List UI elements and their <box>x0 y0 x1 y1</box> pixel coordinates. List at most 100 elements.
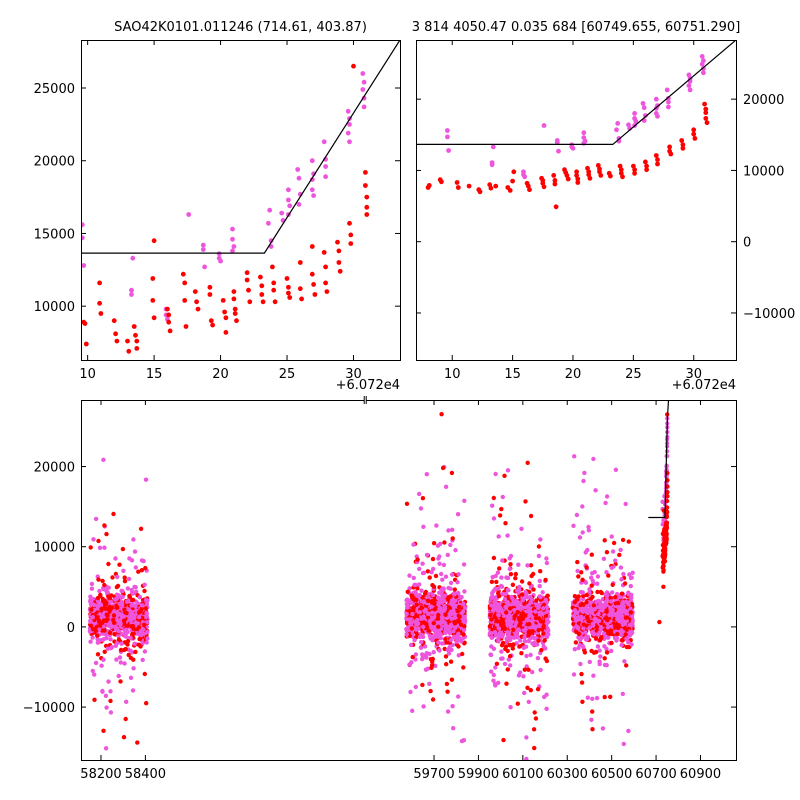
full-lightcurve-point-magenta <box>437 606 442 612</box>
full-lightcurve-point-magenta <box>628 583 633 589</box>
full-lightcurve-point-red <box>593 636 599 641</box>
full-lightcurve-point-red <box>602 656 607 661</box>
full-lightcurve-point-magenta <box>143 477 149 482</box>
full-lightcurve-point-magenta <box>590 571 595 576</box>
full-lightcurve-point-red <box>591 603 597 608</box>
full-lightcurve-point-red <box>588 596 594 601</box>
full-lightcurve-point-red <box>629 601 635 607</box>
zoom-left-point-red <box>182 298 188 303</box>
full-lightcurve-xtick: 60900 <box>680 400 721 782</box>
full-lightcurve-point-red <box>425 615 431 620</box>
full-lightcurve-ytick-label: −10000 <box>23 701 75 716</box>
full-lightcurve-point-magenta <box>450 527 455 532</box>
full-lightcurve-point-red <box>139 606 144 611</box>
zoom-left-point-red <box>260 299 266 305</box>
full-lightcurve-point-red <box>505 667 510 672</box>
full-lightcurve-point-red <box>575 559 580 565</box>
zoom-left-point-magenta <box>286 197 291 203</box>
full-lightcurve-point-magenta <box>417 634 423 640</box>
full-lightcurve-point-magenta <box>514 641 519 646</box>
full-lightcurve-point-magenta <box>463 789 467 793</box>
full-lightcurve-point-magenta <box>622 610 628 615</box>
zoom-right-offset-label: +6.072e4 <box>672 378 736 393</box>
full-lightcurve-point-magenta <box>571 523 576 528</box>
full-lightcurve-point-red <box>125 642 130 647</box>
full-lightcurve-point-magenta <box>140 657 145 663</box>
full-lightcurve-point-magenta <box>446 651 452 656</box>
full-lightcurve-point-red <box>130 631 135 637</box>
full-lightcurve-point-red <box>88 623 94 628</box>
full-lightcurve-point-magenta <box>459 611 464 616</box>
full-lightcurve-point-magenta <box>528 652 533 658</box>
full-lightcurve-point-red <box>504 681 509 686</box>
full-lightcurve-point-red <box>118 647 124 653</box>
full-lightcurve-point-red <box>115 583 121 589</box>
full-lightcurve-point-magenta <box>581 478 586 484</box>
zoom-left-point-magenta <box>231 244 237 249</box>
zoom-right-point-red <box>527 187 532 193</box>
full-lightcurve-point-magenta <box>580 590 585 595</box>
zoom-right-point-red <box>575 176 581 182</box>
full-lightcurve-point-magenta <box>421 524 426 529</box>
full-lightcurve-point-magenta <box>448 622 454 628</box>
full-lightcurve-point-magenta <box>462 589 467 594</box>
full-lightcurve-point-magenta <box>522 639 528 644</box>
zoom-left-point-red <box>165 306 170 312</box>
full-lightcurve-point-magenta <box>508 663 513 668</box>
full-lightcurve-point-magenta <box>434 523 439 528</box>
zoom-right-point-red <box>510 178 515 184</box>
full-lightcurve-point-red <box>115 605 120 610</box>
full-lightcurve-point-red <box>488 613 493 618</box>
full-lightcurve-point-red <box>507 654 513 659</box>
zoom-left-point-magenta <box>230 236 235 242</box>
full-lightcurve-frame <box>81 400 737 761</box>
full-lightcurve-point-magenta <box>512 635 517 640</box>
full-lightcurve-point-red <box>112 631 117 637</box>
full-lightcurve-point-magenta <box>506 630 512 636</box>
full-lightcurve-point-red <box>580 577 585 582</box>
full-lightcurve-point-red <box>95 633 100 638</box>
full-lightcurve-point-red <box>143 565 148 571</box>
zoom-left-point-red <box>286 284 291 290</box>
full-lightcurve-point-magenta <box>412 582 417 588</box>
full-lightcurve-point-magenta <box>461 601 466 606</box>
full-lightcurve-point-red <box>431 541 437 546</box>
full-lightcurve-point-magenta <box>436 602 441 607</box>
full-lightcurve-point-red <box>590 709 595 714</box>
full-lightcurve-point-magenta <box>422 609 427 614</box>
full-lightcurve-xtick: 58400 <box>125 400 166 782</box>
zoom-left-point-red <box>336 260 342 265</box>
full-lightcurve-point-red <box>536 616 542 621</box>
full-lightcurve-point-red <box>665 490 670 495</box>
zoom-left-point-red <box>126 348 132 354</box>
zoom-right-point-magenta <box>615 121 621 126</box>
full-lightcurve-point-red <box>535 687 541 692</box>
zoom-left-point-magenta <box>200 242 206 248</box>
zoom-right-point-red <box>551 173 557 178</box>
full-lightcurve-point-red <box>415 586 420 591</box>
zoom-left-point-red <box>97 280 102 286</box>
full-lightcurve-point-red <box>662 559 668 564</box>
zoom-left-xtick-label: 10 <box>79 367 96 382</box>
full-lightcurve-point-magenta <box>593 488 598 493</box>
full-lightcurve-point-magenta <box>603 500 608 506</box>
full-lightcurve-point-magenta <box>407 586 412 591</box>
full-lightcurve-point-magenta <box>421 704 426 709</box>
full-lightcurve-point-red <box>404 621 410 626</box>
full-lightcurve-point-magenta <box>419 645 424 650</box>
full-lightcurve-point-magenta <box>622 659 627 664</box>
full-lightcurve-point-magenta <box>626 592 631 597</box>
zoom-left-point-red <box>210 322 216 328</box>
zoom-left-point-red <box>97 300 102 306</box>
full-lightcurve-point-magenta <box>604 596 610 602</box>
full-lightcurve-point-magenta <box>505 575 511 581</box>
zoom-left-point-red <box>182 280 188 286</box>
panel-zoom-right: 3 814 4050.47 0.035 684 [60749.655, 6075… <box>412 20 796 393</box>
full-lightcurve-point-magenta <box>610 549 616 554</box>
full-lightcurve-point-red <box>436 612 441 618</box>
full-lightcurve-point-magenta <box>605 592 610 598</box>
full-lightcurve-point-magenta <box>116 621 121 626</box>
zoom-right-point-magenta <box>641 105 647 111</box>
full-lightcurve-point-magenta <box>419 588 424 593</box>
full-lightcurve-xtick: 60300 <box>547 400 588 782</box>
